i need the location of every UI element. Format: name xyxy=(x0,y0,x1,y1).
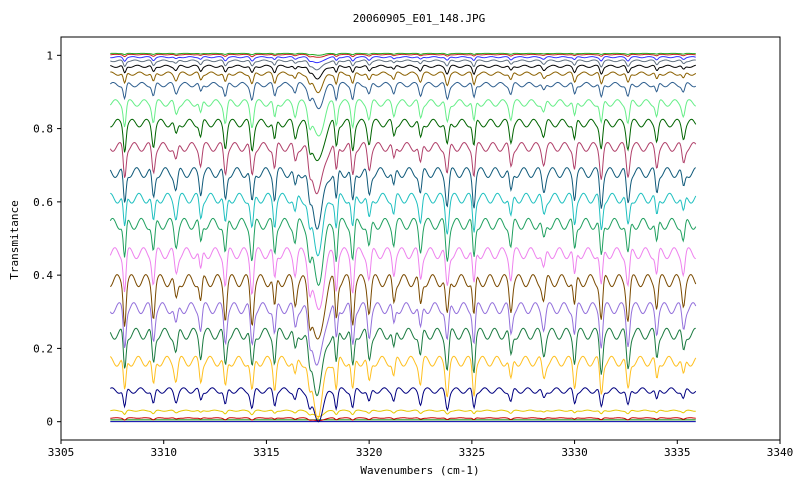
y-tick-label: 0.6 xyxy=(33,196,53,209)
y-tick-label: 0 xyxy=(46,416,53,429)
series-line xyxy=(109,247,696,311)
x-tick-label: 3310 xyxy=(150,446,177,459)
x-tick-label: 3340 xyxy=(767,446,794,459)
series-line xyxy=(109,355,697,420)
chart-title: 20060905_E01_148.JPG xyxy=(353,12,485,25)
x-tick-label: 3330 xyxy=(561,446,588,459)
series-line xyxy=(110,59,696,71)
series-line xyxy=(109,141,697,195)
x-tick-label: 3315 xyxy=(253,446,280,459)
y-tick-label: 0.4 xyxy=(33,269,53,282)
series-line xyxy=(110,417,696,422)
series-line xyxy=(110,56,696,64)
series-line xyxy=(109,327,696,397)
series-line xyxy=(110,52,696,56)
x-axis: 3305 3310 3315 3320 3325 3330 3335 3340 xyxy=(48,440,794,459)
series-line xyxy=(110,192,697,257)
series-line xyxy=(110,71,697,94)
series-line xyxy=(110,387,697,423)
series-line xyxy=(110,53,696,58)
series-line xyxy=(110,118,697,162)
plot-frame xyxy=(60,36,781,441)
x-axis-title: Wavenumbers (cm-1) xyxy=(360,464,479,477)
x-tick-label: 3325 xyxy=(459,446,486,459)
series-line xyxy=(109,274,697,340)
y-tick-label: 0.2 xyxy=(33,342,53,355)
y-tick-label: 1 xyxy=(46,49,53,62)
series-line xyxy=(109,217,697,287)
series-line xyxy=(110,409,696,417)
y-tick-label: 0.8 xyxy=(33,123,53,136)
series-line xyxy=(109,167,697,230)
x-tick-label: 3305 xyxy=(48,446,75,459)
series-line xyxy=(110,64,696,80)
y-axis-title: Transmitance xyxy=(8,200,21,279)
series-line xyxy=(109,99,697,137)
x-tick-label: 3320 xyxy=(356,446,383,459)
series-line xyxy=(109,81,697,110)
x-tick-label: 3335 xyxy=(664,446,691,459)
y-axis: 0 0.2 0.4 0.6 0.8 1 xyxy=(33,49,61,429)
series-line xyxy=(109,302,697,366)
series-lines xyxy=(109,52,697,423)
